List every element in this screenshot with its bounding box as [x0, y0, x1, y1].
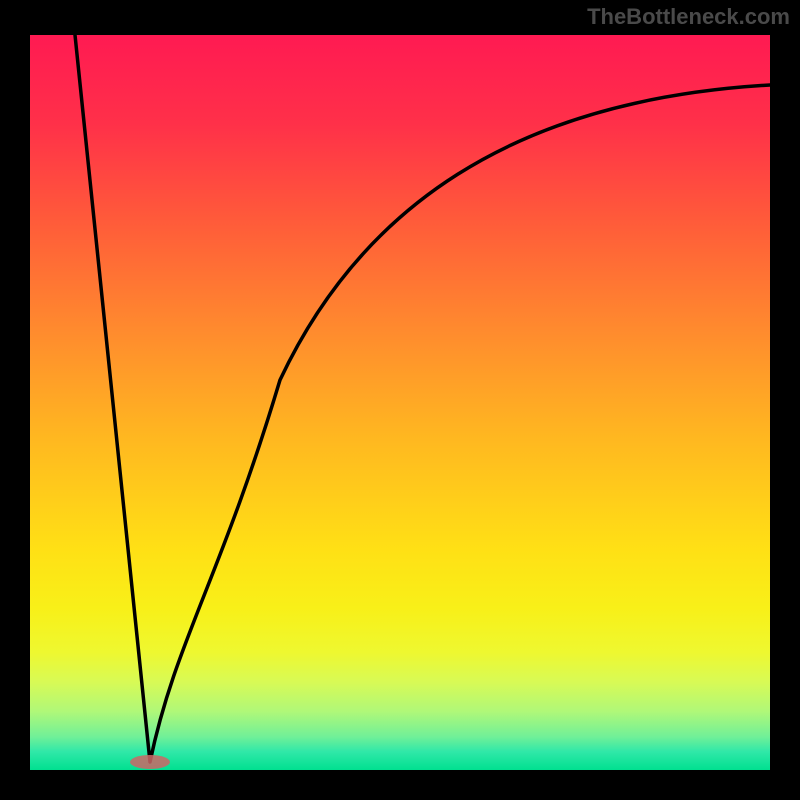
chart-container: TheBottleneck.com — [0, 0, 800, 800]
chart-svg — [0, 0, 800, 800]
watermark-text: TheBottleneck.com — [587, 4, 790, 30]
optimal-marker — [130, 755, 170, 769]
